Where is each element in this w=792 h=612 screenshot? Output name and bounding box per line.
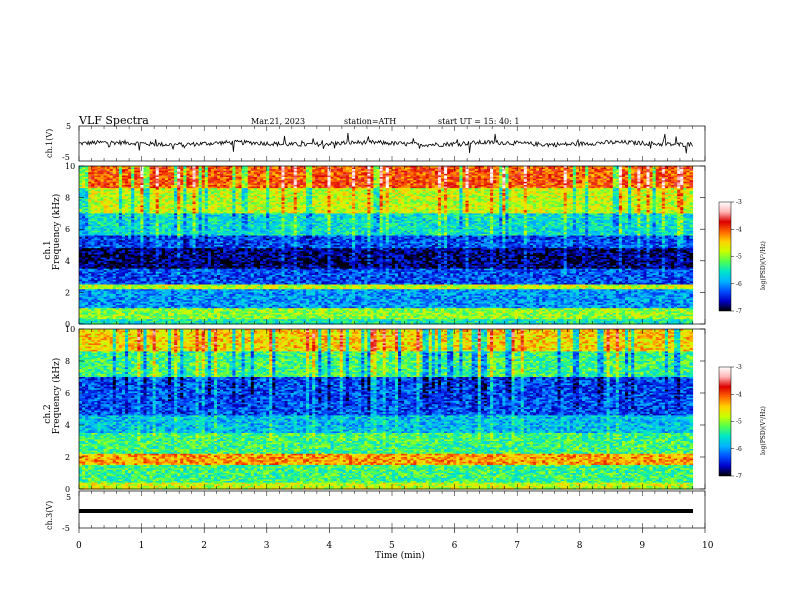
ch2-ylabel-frequency: Frequency (kHz) (51, 358, 62, 435)
cb2ticks-tick: -3 (736, 364, 742, 371)
x-tick-label: 2 (201, 541, 207, 551)
ch3-waveform-line (79, 509, 693, 513)
spec1-ytick: 8 (65, 194, 70, 203)
cb1ticks-tick: -3 (736, 199, 742, 206)
x-tick-label: 5 (389, 541, 395, 551)
x-tick-label: 9 (639, 541, 645, 551)
spec2-ytick: 8 (65, 357, 70, 366)
ch3-ytick-top: 5 (66, 493, 71, 502)
spec2-ytick: 10 (65, 325, 75, 334)
cb2ticks-tick: -5 (736, 419, 742, 426)
ch1-waveform-line (78, 132, 693, 154)
x-tick-label: 6 (452, 541, 458, 551)
x-tick-label: 0 (76, 541, 82, 551)
ch3-ytick-bottom: -5 (62, 524, 70, 533)
spec1-ytick: 2 (65, 288, 70, 297)
spec1-ytick: 6 (65, 225, 70, 234)
ch1-spectrogram-panel: 10 8 6 4 2 0 ch.1 Frequency (kHz) (43, 162, 706, 329)
start-time-label: start UT = 15: 40: 1 (438, 117, 519, 126)
spec1-ytick: 4 (65, 257, 70, 266)
ch1-ylabel-frequency: Frequency (kHz) (51, 194, 62, 271)
ch2-colorbar: -3 -4 -5 -6 -7 log(PSD)(V²/Hz) (718, 364, 767, 480)
ch2-spectrogram-panel: 10 8 6 4 2 0 ch.2 Frequency (kHz) (43, 325, 706, 494)
figure-title: VLF Spectra (78, 114, 149, 127)
ch2-colorbar-label: log(PSD)(V²/Hz) (760, 406, 767, 455)
ch1-ylabel-channel: ch.1 (43, 240, 53, 259)
spec2-ytick: 2 (65, 453, 70, 462)
ch1-colorbar-label: log(PSD)(V²/Hz) (760, 241, 767, 290)
x-tick-label: 10 (702, 541, 714, 551)
spec2-ytick: 6 (65, 389, 70, 398)
cb1ticks-tick: -6 (736, 281, 742, 288)
ch1-ytick-bottom: -5 (62, 153, 70, 162)
station-label: station=ATH (344, 117, 396, 126)
ch1-spectrogram-heatmap (79, 166, 694, 325)
x-tick-label: 8 (577, 541, 583, 551)
ch1-waveform-frame (78, 125, 706, 162)
cb2ticks-tick: -6 (736, 446, 742, 453)
cb2ticks-tick: -4 (736, 391, 742, 398)
cb1ticks-tick: -7 (736, 308, 742, 315)
spec1-ytick: 0 (65, 320, 70, 329)
ch2-ylabel-channel: ch.2 (43, 404, 53, 423)
ch1-waveform-panel: 5 -5 ch.1(V) (45, 122, 706, 162)
ch1-colorbar: -3 -4 -5 -6 -7 log(PSD)(V²/Hz) (718, 199, 767, 315)
ch2-spectrogram-heatmap (79, 329, 694, 490)
ch3-waveform-panel: 5 -5 ch.3(V) (45, 490, 706, 533)
cb1ticks-tick: -4 (736, 226, 742, 233)
date-label: Mar.21, 2023 (251, 117, 305, 126)
time-axis: 0 1 2 3 4 5 6 7 8 9 10 (76, 126, 714, 551)
x-tick-label: 1 (139, 541, 145, 551)
ch1-ylabel: ch.1(V) (45, 129, 54, 158)
cb2ticks-tick: -7 (736, 473, 742, 480)
x-tick-label: 3 (264, 541, 270, 551)
cb1ticks-tick: -5 (736, 254, 742, 261)
ch1-ytick-top: 5 (66, 122, 71, 131)
spec2-ytick: 4 (65, 421, 70, 430)
ch2-colorbar-gradient (718, 366, 732, 477)
x-tick-label: 7 (514, 541, 520, 551)
ch1-colorbar-gradient (718, 201, 732, 312)
ch3-ylabel: ch.3(V) (45, 501, 54, 530)
spec2-ytick: 0 (65, 485, 70, 494)
x-tick-label: 4 (326, 541, 332, 551)
spec1-ytick: 10 (65, 162, 75, 171)
x-axis-label: Time (min) (375, 550, 425, 561)
